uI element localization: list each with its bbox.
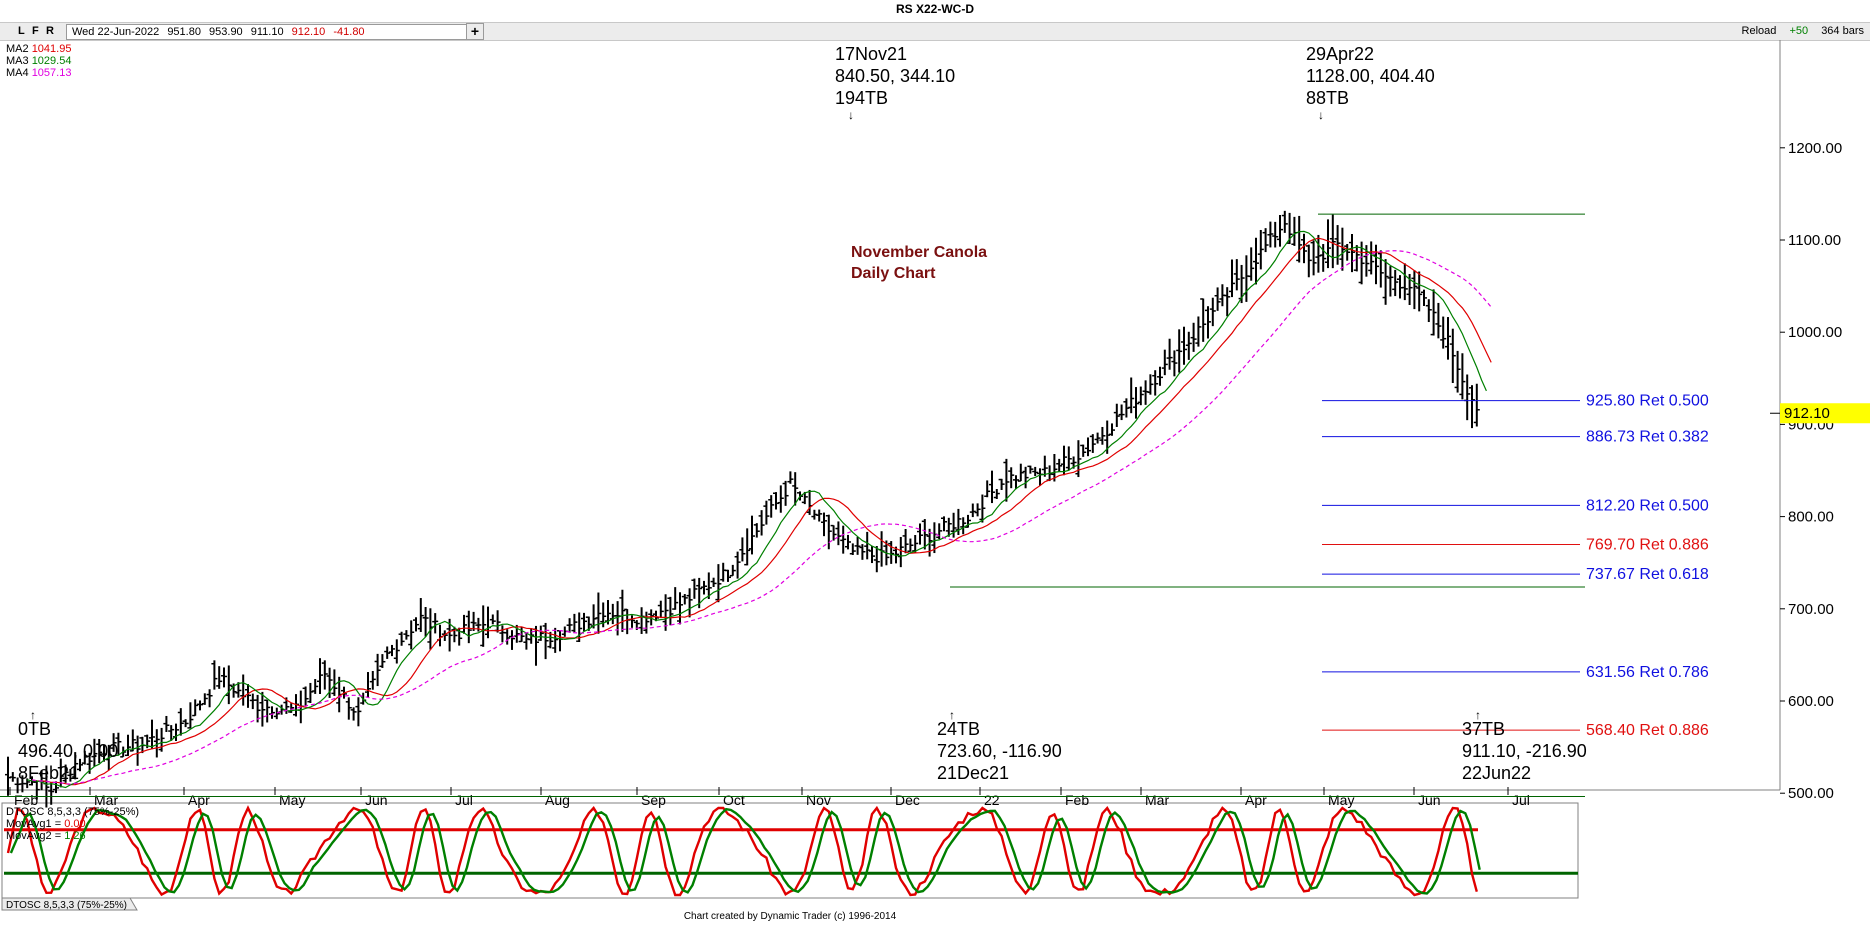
price-tick-label: 1000.00 [1788, 324, 1842, 341]
last-price-tag-label: 912.10 [1784, 405, 1830, 422]
retracement-label: 925.80 Ret 0.500 [1586, 393, 1709, 410]
pivot-label: 37TB [1462, 719, 1505, 739]
quote-open: 951.80 [167, 26, 201, 38]
pivot-label: 21Dec21 [937, 763, 1009, 783]
oscillator-frame [1, 802, 1579, 899]
retracement-label: 631.56 Ret 0.786 [1586, 664, 1709, 681]
pivot-arrow-icon: ↑ [1475, 708, 1481, 722]
oscillator-tab-shape [1, 897, 138, 911]
pivot-arrow-icon: ↑ [949, 708, 955, 722]
footer-credit: Chart created by Dynamic Trader (c) 1996… [683, 911, 897, 922]
date-tick-label: Jul [455, 792, 473, 808]
date-tick-label: Nov [806, 792, 831, 808]
date-tick-label: Feb [1065, 792, 1089, 808]
bars-count: 364 bars [1821, 25, 1864, 37]
window-title: RS X22-WC-D [0, 0, 1870, 18]
reload-button[interactable]: Reload [1741, 25, 1777, 37]
oscillator-legend-movavg2: MovAvg2 = 1.26 [6, 830, 86, 842]
pivot-label: 496.40, 0.00 [18, 741, 118, 761]
date-tick-label: Sep [641, 792, 666, 808]
quote-readout: Wed 22-Jun-2022 951.80 953.90 911.10 912… [66, 24, 470, 40]
increment-button[interactable]: +50 [1789, 25, 1809, 37]
r-button[interactable]: R [46, 25, 54, 37]
date-tick-label: Oct [723, 792, 745, 808]
legend-ma4: MA4 1057.13 [6, 67, 71, 79]
retracement-label: 737.67 Ret 0.618 [1586, 566, 1709, 583]
oscillator-movavg2 [9, 807, 1481, 895]
pivot-label: 1128.00, 404.40 [1306, 66, 1435, 86]
retracement-label: 886.73 Ret 0.382 [1586, 429, 1709, 446]
quote-high: 953.90 [209, 26, 243, 38]
pivot-label: 8Feb21 [18, 763, 79, 783]
oscillator-legend-movavg1: MovAvg1 = 0.00 [6, 818, 86, 830]
price-tick-label: 700.00 [1788, 601, 1834, 618]
toolbar: L F R Wed 22-Jun-2022 951.80 953.90 911.… [0, 22, 1870, 41]
pivot-label: 29Apr22 [1306, 44, 1374, 64]
date-tick-label: Mar [1145, 792, 1169, 808]
date-tick-label: Apr [1245, 792, 1267, 808]
pivot-label: 17Nov21 [835, 44, 907, 64]
oscillator-tab-label: DTOSC 8,5,3,3 (75%-25%) [6, 900, 127, 911]
quote-low: 911.10 [250, 26, 284, 38]
date-tick-label: Apr [188, 792, 210, 808]
date-tick-label: Mar [94, 792, 118, 808]
pivot-label: 194TB [835, 88, 888, 108]
pivot-label: 840.50, 344.10 [835, 66, 955, 86]
f-button[interactable]: F [32, 25, 39, 37]
price-tick-label: 600.00 [1788, 693, 1834, 710]
right-tools: Reload +50 364 bars [1732, 24, 1864, 38]
date-tick-label: Jun [365, 792, 388, 808]
oscillator-title: DTOSC 8,5,3,3 (75%-25%) [6, 806, 139, 818]
price-tick-label: 500.00 [1788, 785, 1834, 802]
retracement-label: 769.70 Ret 0.886 [1586, 537, 1709, 554]
legend-ma2: MA2 1041.95 [6, 43, 71, 55]
l-button[interactable]: L [18, 25, 25, 37]
price-bars [5, 210, 1480, 808]
pivot-arrow-icon: ↓ [1318, 108, 1324, 122]
pivot-label: 22Jun22 [1462, 763, 1531, 783]
last-price-tag [1780, 403, 1870, 424]
pivot-label: 911.10, -216.90 [1462, 741, 1587, 761]
retracement-label: 812.20 Ret 0.500 [1586, 497, 1709, 514]
date-tick-label: Dec [895, 792, 920, 808]
price-tick-label: 1200.00 [1788, 140, 1842, 157]
quote-close: 912.10 [291, 26, 326, 38]
add-button[interactable]: + [466, 23, 484, 40]
date-tick-label: Feb [14, 792, 38, 808]
price-tick-label: 1100.00 [1788, 232, 1841, 249]
legend-ma3: MA3 1029.54 [6, 55, 71, 67]
date-tick-label: Jul [1512, 792, 1530, 808]
pivot-label: 0TB [18, 719, 51, 739]
chart-annotation-title: Daily Chart [851, 265, 936, 282]
pivot-arrow-icon: ↑ [30, 708, 36, 722]
pivot-arrow-icon: ↓ [848, 108, 854, 122]
pivot-label: 88TB [1306, 88, 1349, 108]
pivot-label: 24TB [937, 719, 980, 739]
date-tick-label: Aug [545, 792, 570, 808]
pivot-label: 723.60, -116.90 [937, 741, 1062, 761]
quote-change: -41.80 [333, 26, 365, 38]
date-tick-label: 22 [984, 792, 1000, 808]
moving-average-ma2 [31, 237, 1492, 786]
chart-annotation-title: November Canola [851, 244, 987, 261]
price-tick-label: 800.00 [1788, 509, 1834, 526]
moving-average-ma3 [27, 230, 1487, 789]
date-tick-label: May [279, 792, 305, 808]
moving-average-ma4 [31, 250, 1492, 785]
date-tick-label: Jun [1418, 792, 1441, 808]
oscillator-tab[interactable]: DTOSC 8,5,3,3 (75%-25%) [1, 897, 138, 911]
date-tick-label: May [1328, 792, 1354, 808]
retracement-label: 568.40 Ret 0.886 [1586, 722, 1709, 739]
quote-date: Wed 22-Jun-2022 [72, 26, 160, 38]
